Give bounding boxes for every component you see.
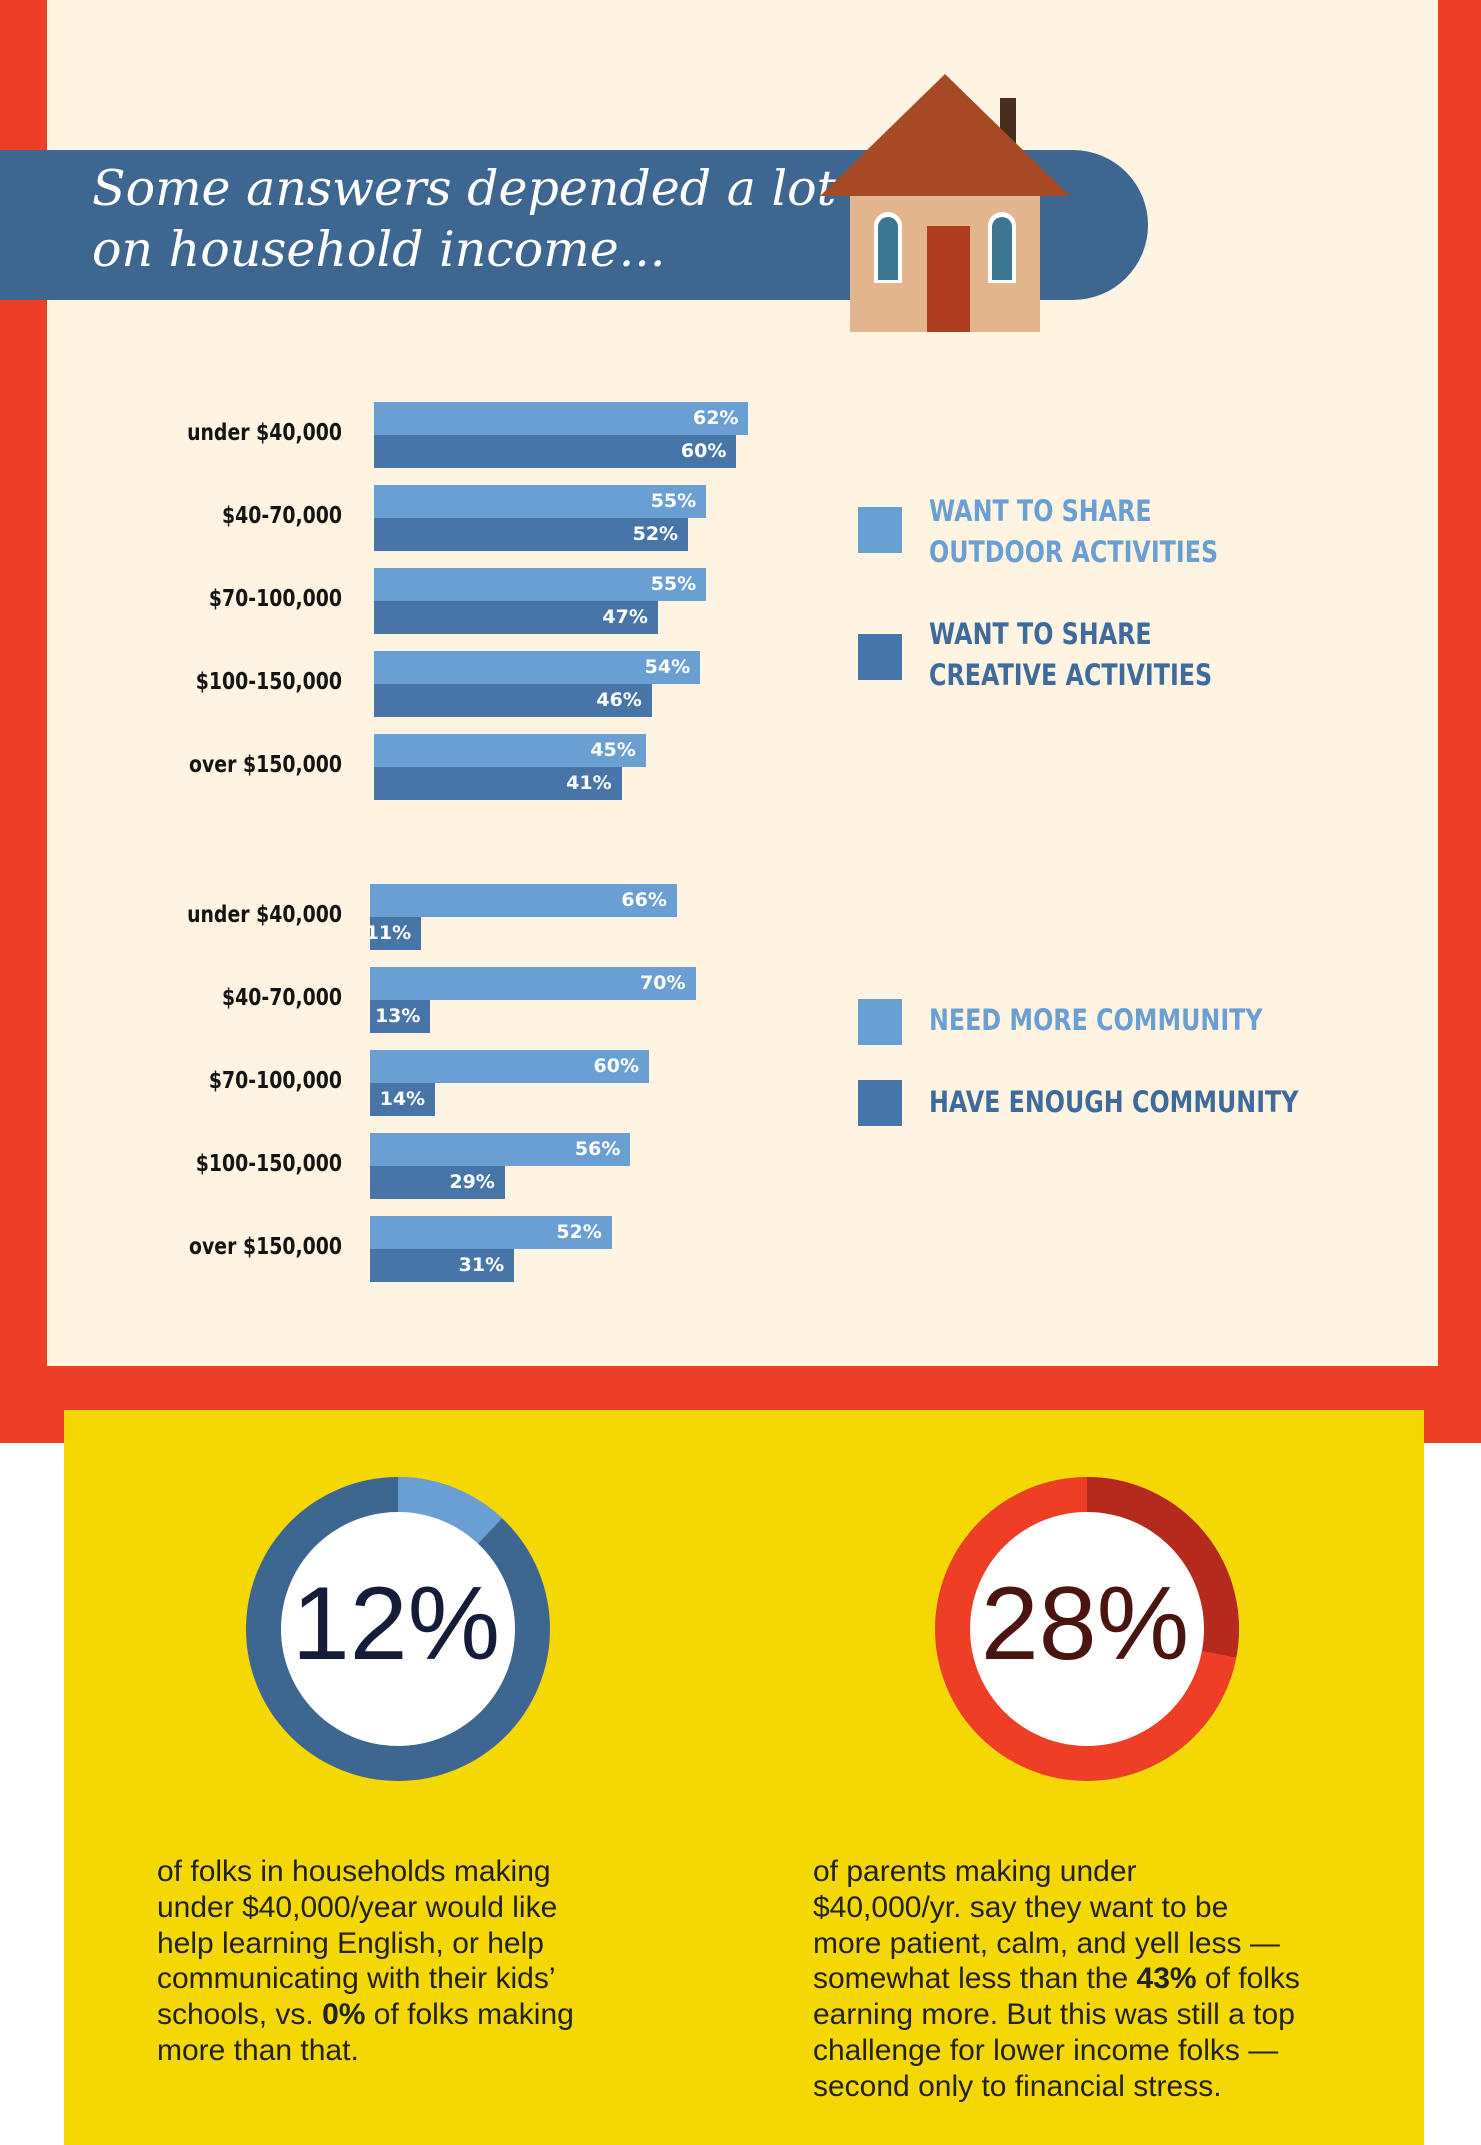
stat-12-line-2: under $40,000/year would like [157, 1890, 558, 1924]
chart1-category-label-under-40-000: under $40,000 [187, 420, 342, 446]
chart1-bar-want-to-share-outdoor-activities-under-40-000 [374, 402, 749, 435]
chart1-data-label-want-to-share-outdoor-activities-40-70-000: 55% [650, 490, 697, 512]
chart2-data-label-have-enough-community-40-70-000: 13% [374, 1005, 421, 1027]
legend-label-need-more: NEED MORE COMMUNITY [929, 1003, 1263, 1037]
chart2-data-label-have-enough-community-70-100-000: 14% [379, 1088, 426, 1110]
chart1-bar-want-to-share-outdoor-activities-40-70-000 [374, 485, 707, 518]
legend-label-creative-line-1: WANT TO SHARE [929, 617, 1152, 651]
chart2-category-label-under-40-000: under $40,000 [187, 902, 342, 928]
chart2-bar-need-more-community-70-100-000 [370, 1050, 649, 1083]
stat-28-line-4b: of folks [1196, 1962, 1300, 1996]
legend-swatch-need-more [858, 999, 902, 1045]
chart1-bar-want-to-share-creative-activities-over-150-000 [374, 767, 622, 800]
chart2-bar-need-more-community-over-150-000 [370, 1216, 612, 1249]
stat-value-28: 28% [980, 1566, 1190, 1682]
stat-ring-28-center [970, 1512, 1204, 1746]
chart1-category-label-over-150-000: over $150,000 [189, 752, 342, 778]
chart2-category-label-100-150-000: $100-150,000 [195, 1151, 342, 1177]
chart1-category-label-40-70-000: $40-70,000 [222, 503, 342, 529]
stat-12-line-5-bold: 0% [322, 1998, 366, 2032]
chart1-data-label-want-to-share-outdoor-activities-over-150-000: 45% [590, 739, 636, 761]
stat-12-line-3: help learning English, or help [157, 1926, 544, 1960]
chart2-bar-need-more-community-40-70-000 [370, 967, 696, 1000]
banner-title-line-2: on household income... [92, 221, 666, 278]
stat-12-line-5a: schools, vs. [157, 1998, 323, 2032]
chart2-data-label-need-more-community-over-150-000: 52% [556, 1221, 602, 1243]
chart2-category-label-over-150-000: over $150,000 [189, 1234, 342, 1260]
chart2-category-label-40-70-000: $40-70,000 [222, 985, 342, 1011]
chart2-bar-have-enough-community-70-100-000 [370, 1083, 436, 1116]
chart1-category-label-70-100-000: $70-100,000 [208, 586, 342, 612]
chart2-bar-have-enough-community-over-150-000 [370, 1249, 515, 1282]
chart1-bar-want-to-share-outdoor-activities-100-150-000 [374, 651, 701, 684]
chart2-bar-have-enough-community-under-40-000 [370, 917, 422, 950]
stat-28-line-3: more patient, calm, and yell less — [813, 1926, 1280, 1960]
stat-28-line-2: $40,000/yr. say they want to be [813, 1890, 1229, 1924]
chart1-bar-want-to-share-creative-activities-under-40-000 [374, 435, 737, 468]
chart2-data-label-have-enough-community-under-40-000: 11% [365, 922, 412, 944]
stat-ring-12 [246, 1477, 550, 1781]
stat-12-line-4: communicating with their kids’ [157, 1962, 556, 1996]
chart2-data-label-need-more-community-70-100-000: 60% [593, 1055, 639, 1077]
chart1-data-label-want-to-share-creative-activities-70-100-000: 47% [602, 606, 648, 628]
chart2-data-label-need-more-community-40-70-000: 70% [640, 972, 686, 994]
house-icon [820, 74, 1070, 332]
stat-ring-12-center [281, 1512, 515, 1746]
stat-28-line-7: second only to financial stress. [813, 2069, 1222, 2103]
legend-swatch-outdoor [858, 507, 902, 553]
chart1-bar-want-to-share-outdoor-activities-over-150-000 [374, 734, 646, 767]
chart1-bar-want-to-share-outdoor-activities-70-100-000 [374, 568, 707, 601]
stat-description-12: of folks in households making under $40,… [157, 1854, 717, 2069]
legend-swatch-have-enough [858, 1080, 902, 1126]
stat-12-line-1: of folks in households making [157, 1855, 551, 1888]
stat-12-line-5b: of folks making [365, 1998, 574, 2032]
chart1-bar-want-to-share-creative-activities-100-150-000 [374, 684, 652, 717]
chart1-data-label-want-to-share-outdoor-activities-under-40-000: 62% [692, 407, 739, 429]
chart2-bar-need-more-community-under-40-000 [370, 884, 677, 917]
chart2-data-label-need-more-community-100-150-000: 56% [574, 1138, 621, 1160]
chart1-data-label-want-to-share-outdoor-activities-70-100-000: 55% [650, 573, 697, 595]
chart1-data-label-want-to-share-creative-activities-40-70-000: 52% [632, 523, 679, 545]
legend-label-outdoor-line-2: OUTDOOR ACTIVITIES [929, 535, 1219, 569]
chart1-bar-want-to-share-creative-activities-70-100-000 [374, 601, 658, 634]
stat-28-line-1: of parents making under [813, 1855, 1137, 1888]
chart2-category-label-70-100-000: $70-100,000 [208, 1068, 342, 1094]
chart1-category-label-100-150-000: $100-150,000 [195, 669, 342, 695]
stat-28-line-5: earning more. But this was still a top [813, 1998, 1295, 2032]
stat-12-line-6: more than that. [157, 2033, 359, 2067]
chart1-data-label-want-to-share-creative-activities-over-150-000: 41% [566, 772, 612, 794]
chart1-data-label-want-to-share-outdoor-activities-100-150-000: 54% [644, 656, 691, 678]
chart2-data-label-need-more-community-under-40-000: 66% [621, 889, 667, 911]
stat-28-line-4-bold: 43% [1136, 1962, 1197, 1996]
legend-label-outdoor: WANT TO SHARE OUTDOOR ACTIVITIES [929, 491, 1218, 573]
chart2-data-label-have-enough-community-over-150-000: 31% [458, 1254, 505, 1276]
chart2-data-label-have-enough-community-100-150-000: 29% [449, 1171, 495, 1193]
chart1-data-label-want-to-share-creative-activities-under-40-000: 60% [680, 440, 727, 462]
banner-title-line-1: Some answers depended a lot [92, 160, 837, 217]
legend-label-have-enough: HAVE ENOUGH COMMUNITY [929, 1085, 1299, 1119]
chart1-data-label-want-to-share-creative-activities-100-150-000: 46% [596, 689, 642, 711]
chart1-bar-want-to-share-creative-activities-40-70-000 [374, 518, 689, 551]
stat-28-line-4a: somewhat less than the [813, 1962, 1137, 1996]
stat-value-12: 12% [291, 1566, 501, 1682]
chart2-bar-have-enough-community-40-70-000 [370, 1000, 431, 1033]
legend-label-creative-line-2: CREATIVE ACTIVITIES [929, 658, 1213, 692]
stat-description-28: of parents making under $40,000/yr. say … [813, 1854, 1413, 2105]
stat-28-line-6: challenge for lower income folks — [813, 2033, 1279, 2067]
stat-ring-28 [935, 1477, 1240, 1781]
chart2-bar-have-enough-community-100-150-000 [370, 1166, 505, 1199]
chart2-bar-need-more-community-100-150-000 [370, 1133, 631, 1166]
legend-label-creative: WANT TO SHARE CREATIVE ACTIVITIES [929, 614, 1212, 696]
legend-swatch-creative [858, 634, 902, 680]
legend-label-outdoor-line-1: WANT TO SHARE [929, 494, 1152, 528]
